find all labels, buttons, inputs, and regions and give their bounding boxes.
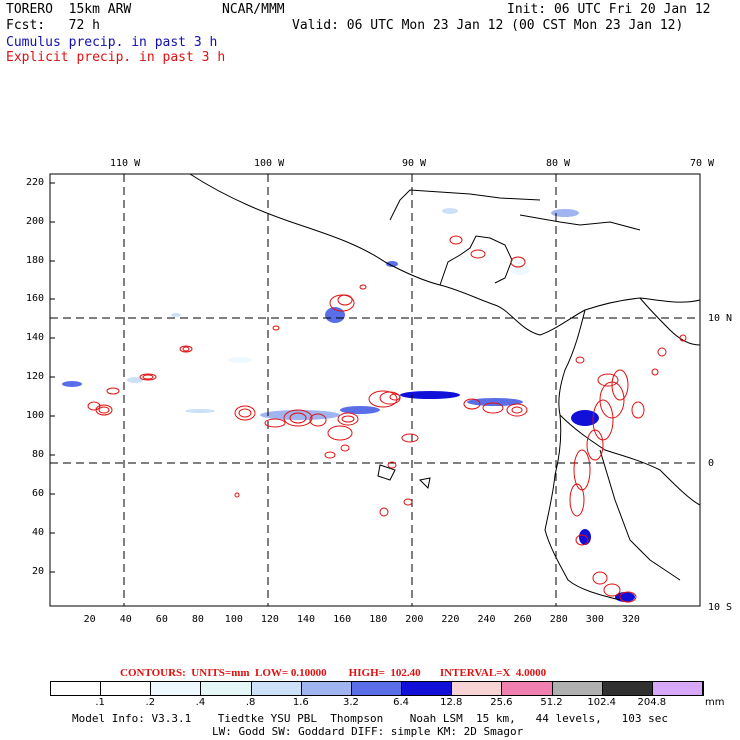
- x-tick-label: 40: [119, 614, 132, 625]
- colorbar-label: 1.6: [292, 697, 309, 708]
- colorbar-swatch: [251, 682, 302, 695]
- init-time: Init: 06 UTC Fri 20 Jan 12: [507, 2, 711, 17]
- y-tick-label: 220: [26, 177, 45, 188]
- colorbar-unit: mm: [705, 697, 725, 708]
- x-tick-label: 320: [621, 614, 640, 625]
- lat-lon-grid: [50, 174, 700, 606]
- precip-area: [260, 410, 340, 420]
- x-tick-label: 160: [333, 614, 352, 625]
- precip-area: [551, 209, 579, 217]
- colorbar-swatch: [402, 682, 453, 695]
- colorbar-label: .1: [95, 697, 105, 708]
- x-tick-label: 300: [585, 614, 604, 625]
- colorbar-swatch: [452, 682, 503, 695]
- precip-area: [571, 410, 599, 426]
- y-tick-label: 20: [32, 566, 45, 577]
- colorbar-swatch: [151, 682, 202, 695]
- y-tick-label: 200: [26, 216, 45, 227]
- precip-area: [579, 529, 591, 545]
- y-tick-label: 60: [32, 488, 45, 499]
- precip-area: [442, 208, 458, 214]
- x-tick-label: 60: [155, 614, 168, 625]
- colorbar-swatch: [552, 682, 603, 695]
- x-tick-label: 180: [369, 614, 388, 625]
- model-name: TORERO 15km ARW: [6, 2, 132, 17]
- cumulus-legend: Cumulus precip. in past 3 h: [6, 35, 218, 50]
- lon-label: 70 W: [690, 158, 715, 169]
- colorbar-label: 204.8: [637, 697, 667, 708]
- x-tick-label: 80: [191, 614, 204, 625]
- lon-label: 110 W: [110, 158, 141, 169]
- colorbar-swatch: [602, 682, 653, 695]
- lat-label: 10 S: [708, 602, 733, 613]
- precip-area: [171, 313, 181, 317]
- lat-label: 10 N: [708, 313, 733, 324]
- colorbar-label: 51.2: [540, 697, 563, 708]
- explicit-contours: [87, 235, 687, 603]
- precip-area: [400, 391, 460, 399]
- precip-area: [467, 398, 523, 406]
- x-tick-label: 100: [224, 614, 243, 625]
- colorbar-swatch: [502, 682, 553, 695]
- x-tick-label: 280: [549, 614, 568, 625]
- y-tick-label: 160: [26, 293, 45, 304]
- coastlines: [189, 173, 701, 601]
- precip-area: [386, 261, 398, 267]
- lon-label: 90 W: [402, 158, 427, 169]
- y-tick-label: 40: [32, 527, 45, 538]
- lon-label: 100 W: [254, 158, 285, 169]
- colorbar-swatch: [51, 682, 102, 695]
- explicit-legend: Explicit precip. in past 3 h: [6, 50, 226, 65]
- model-info-line1: Model Info: V3.3.1 Tiedtke YSU PBL Thomp…: [72, 712, 669, 725]
- precip-area: [62, 381, 82, 387]
- precip-area: [340, 406, 380, 414]
- colorbar-swatch: [201, 682, 252, 695]
- precip-area: [185, 409, 215, 413]
- x-tick-label: 140: [297, 614, 316, 625]
- x-tick-label: 220: [441, 614, 460, 625]
- colorbar-label: 6.4: [393, 697, 410, 708]
- precip-area: [127, 377, 143, 383]
- colorbar-label: 25.6: [490, 697, 513, 708]
- valid-time: Valid: 06 UTC Mon 23 Jan 12 (00 CST Mon …: [292, 18, 684, 33]
- colorbar-label: .2: [145, 697, 156, 708]
- contours-info: CONTOURS: UNITS=mm LOW= 0.10000 HIGH= 10…: [120, 667, 547, 679]
- precip-area: [510, 265, 530, 275]
- colorbar-label: .4: [195, 697, 206, 708]
- colorbar-swatch: [101, 682, 152, 695]
- lat-label: 0: [708, 458, 715, 469]
- lon-label: 80 W: [546, 158, 571, 169]
- colorbar-swatch: [652, 682, 704, 695]
- x-tick-label: 240: [477, 614, 496, 625]
- x-tick-label: 20: [83, 614, 96, 625]
- colorbar-label: 3.2: [342, 697, 359, 708]
- colorbar-label: 12.8: [440, 697, 463, 708]
- map-frame: [49, 173, 701, 607]
- y-tick-label: 100: [26, 410, 45, 421]
- colorbar-swatch: [301, 682, 352, 695]
- colorbar-label: 102.4: [587, 697, 617, 708]
- center-name: NCAR/MMM: [222, 2, 285, 17]
- y-tick-label: 140: [26, 332, 45, 343]
- forecast-hour: Fcst: 72 h: [6, 18, 100, 33]
- colorbar-swatch: [351, 682, 403, 695]
- x-tick-label: 200: [405, 614, 424, 625]
- y-tick-label: 80: [32, 449, 45, 460]
- colorbar-label: .8: [245, 697, 256, 708]
- y-tick-label: 180: [26, 255, 45, 266]
- precip-area: [228, 357, 252, 363]
- colorbar: [50, 681, 704, 696]
- model-info-line2: LW: Godd SW: Goddard DIFF: simple KM: 2D…: [212, 725, 524, 738]
- y-tick-label: 120: [26, 371, 45, 382]
- x-tick-label: 260: [513, 614, 532, 625]
- y-tick-marks: [50, 182, 55, 573]
- x-tick-label: 120: [260, 614, 279, 625]
